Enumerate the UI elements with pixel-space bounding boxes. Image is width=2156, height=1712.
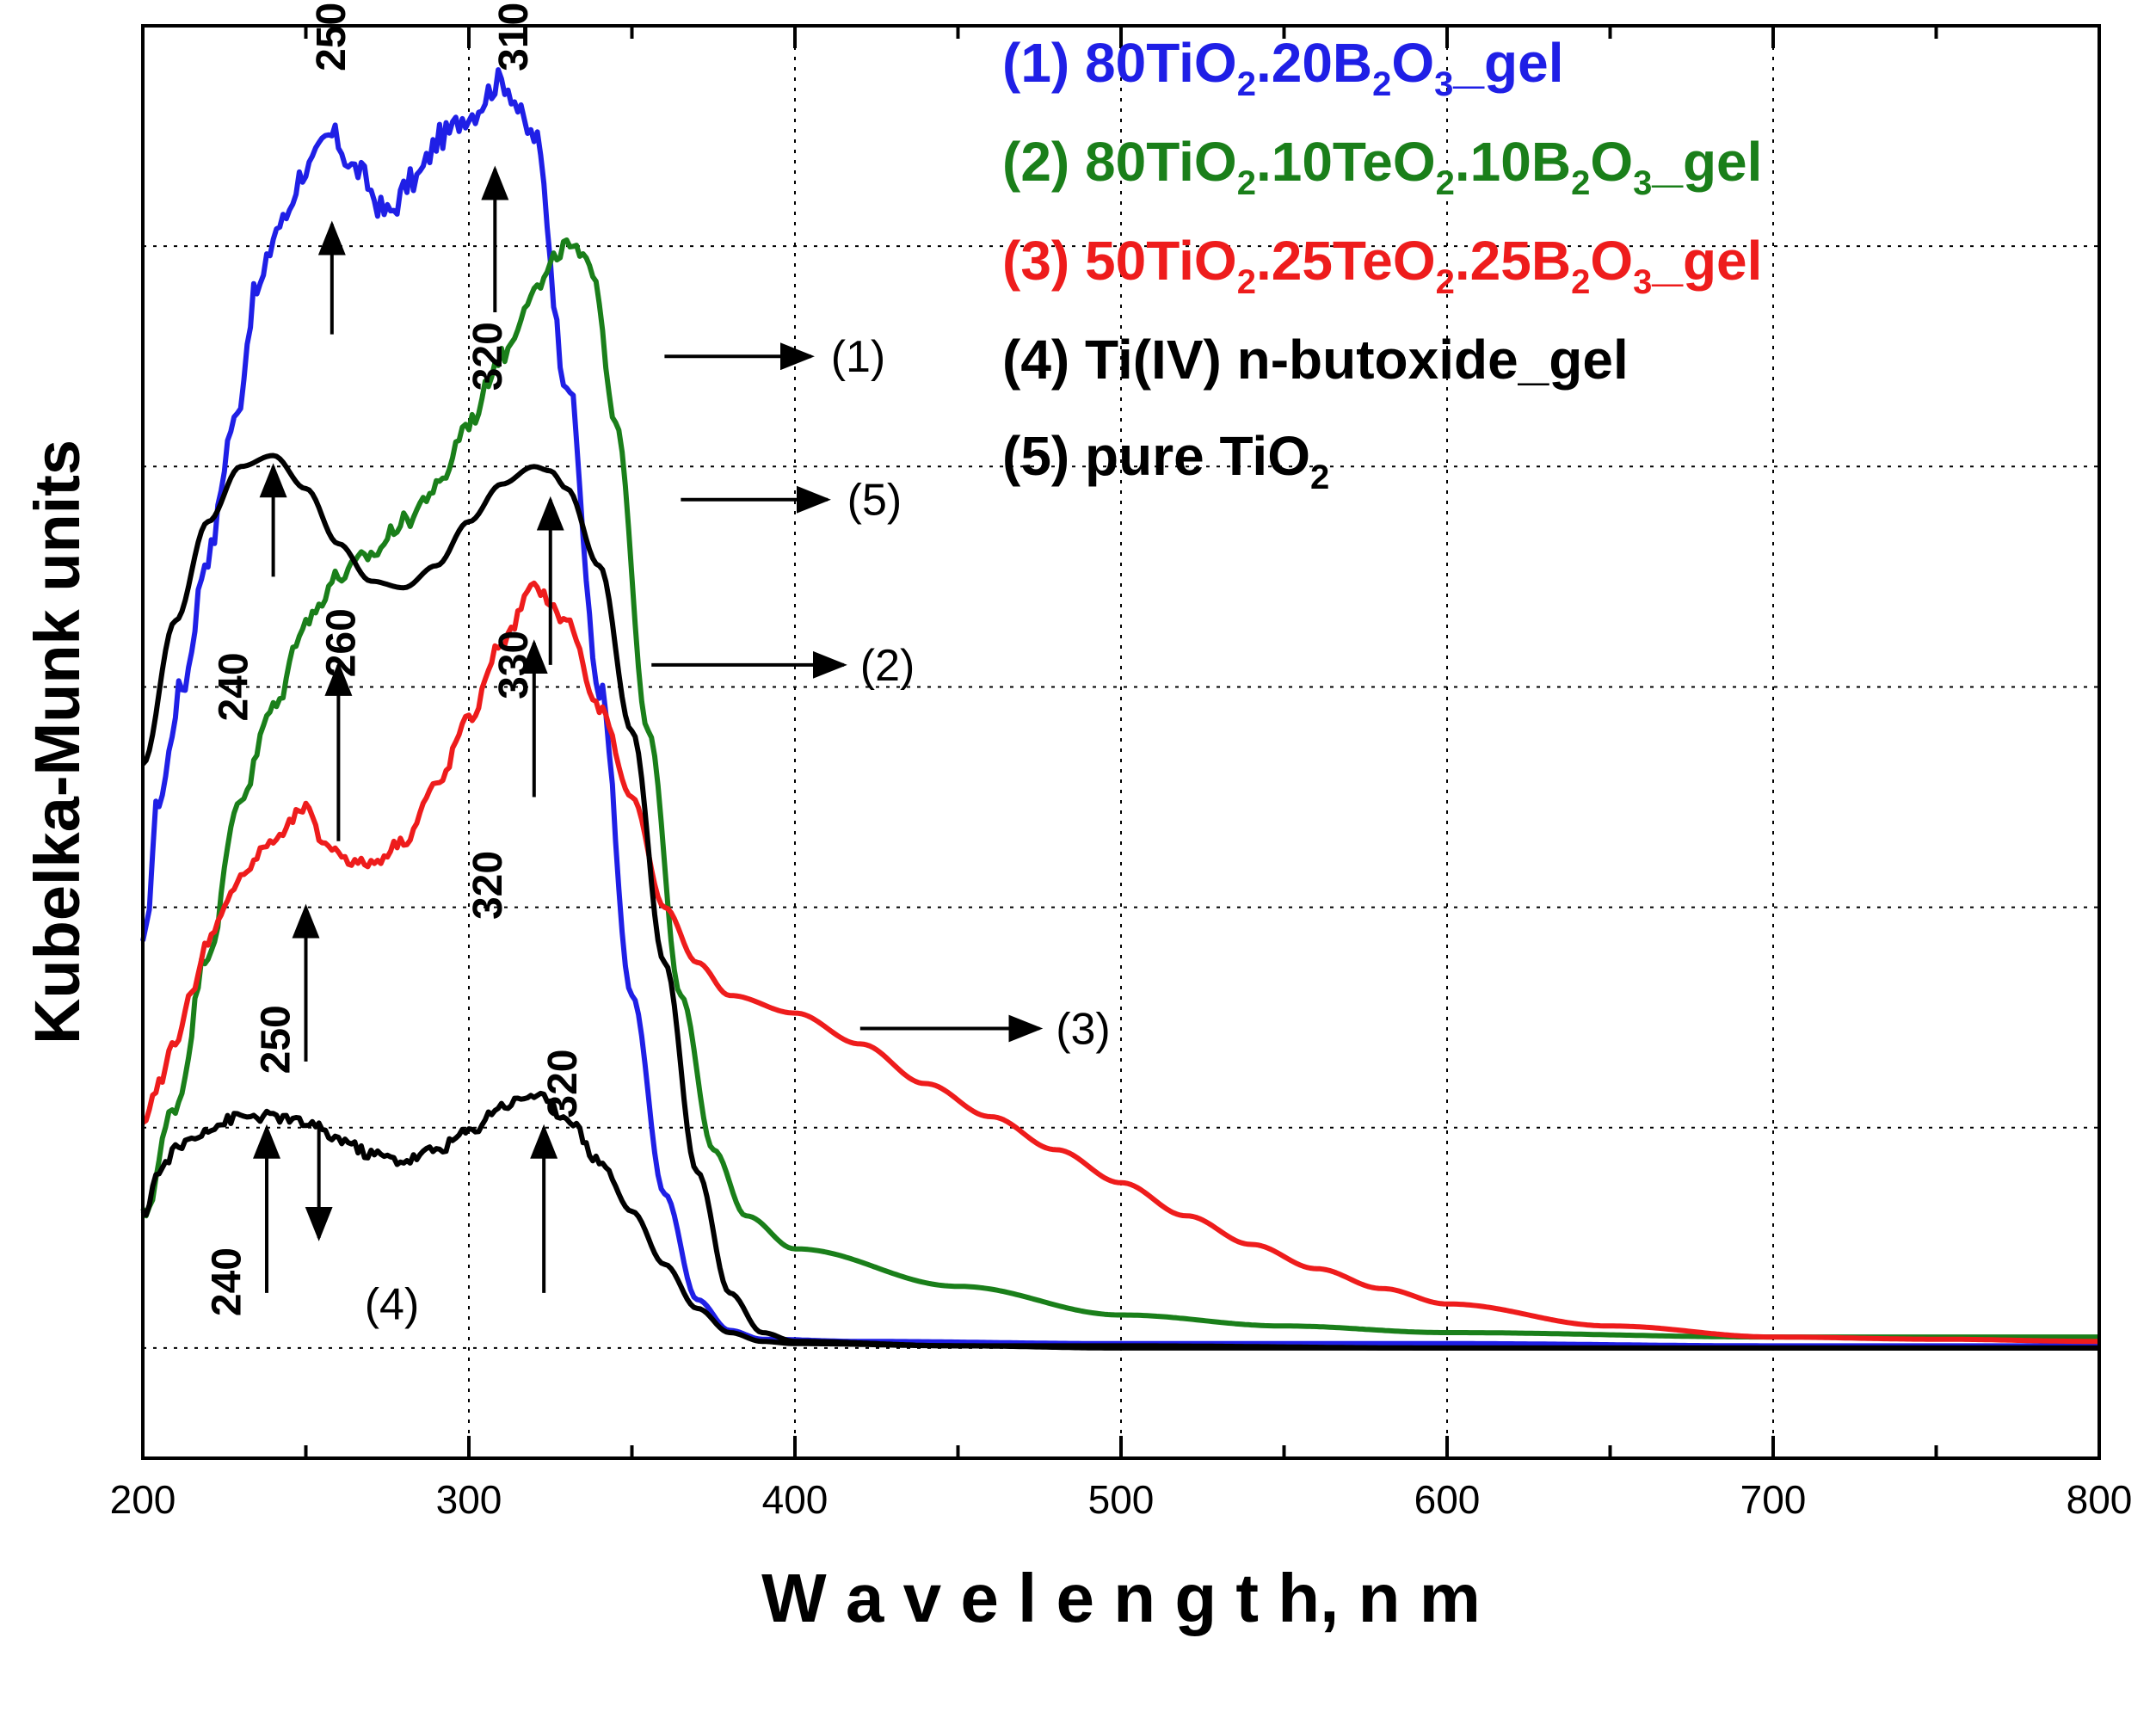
peak-label: 320 [540, 1049, 586, 1118]
peak-label: 310 [491, 3, 537, 71]
peak-label: 320 [465, 851, 511, 920]
x-tick-label: 300 [436, 1477, 502, 1522]
x-tick-label: 600 [1414, 1477, 1481, 1522]
series-line [140, 453, 2099, 1351]
peak-label: 250 [309, 3, 354, 71]
legend: (1) 80TiO2.20B2O3_gel (2) 80TiO2.10TeO2.1… [1002, 32, 1762, 496]
legend-entry: (1) 80TiO2.20B2O3_gel [1002, 32, 1563, 103]
x-axis-title: W a v e l e n g t h, n m [761, 1560, 1481, 1636]
legend-entry: (5) pure TiO2 [1002, 425, 1329, 496]
x-tick-label: 400 [762, 1477, 829, 1522]
peak-label: 240 [205, 1247, 250, 1316]
series-line [141, 580, 2099, 1345]
series-label: (3) [1056, 1005, 1111, 1055]
x-tick-label: 500 [1088, 1477, 1155, 1522]
peak-label: 240 [211, 652, 256, 721]
series-layer [140, 67, 2099, 1351]
x-tick-label: 800 [2067, 1477, 2133, 1522]
y-axis-title: Kubelka-Munk units [22, 440, 93, 1044]
series-label: (4) [365, 1280, 420, 1330]
grid [143, 26, 2099, 1458]
legend-entry: (3) 50TiO2.25TeO2.25B2O3_gel [1002, 230, 1762, 301]
series-label: (1) [831, 332, 886, 382]
annotation-arrows [253, 165, 1044, 1293]
legend-entry: (4) Ti(IV) n-butoxide_gel [1002, 329, 1629, 391]
series-label: (5) [847, 476, 902, 526]
axis-ticks: 200 300 400 500 600 700 800 [110, 26, 2133, 1522]
series-label: (2) [860, 641, 915, 691]
x-tick-label: 700 [1740, 1477, 1807, 1522]
peak-label: 260 [318, 608, 364, 677]
annotation-labels: 250 310 320 240 260 330 320 250 320 240 (1) (5) (2) (… [205, 3, 1111, 1330]
x-tick-label: 200 [110, 1477, 176, 1522]
legend-entry: (2) 80TiO2.10TeO2.10B2O3_gel [1002, 131, 1762, 202]
peak-label: 330 [491, 631, 537, 699]
peak-label: 250 [254, 1005, 299, 1074]
peak-label: 320 [465, 322, 511, 391]
